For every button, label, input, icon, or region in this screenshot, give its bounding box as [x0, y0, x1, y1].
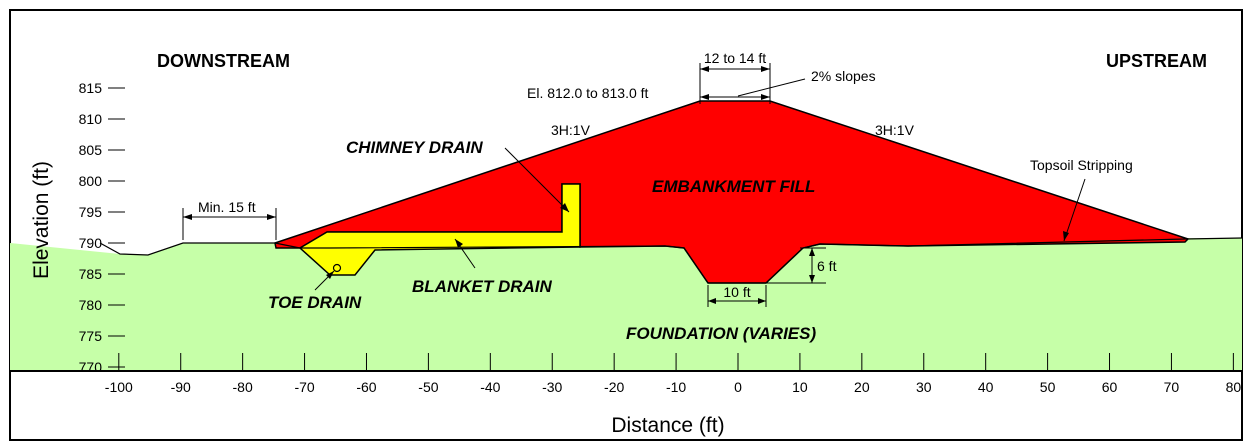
- x-tick-label: 40: [978, 379, 994, 395]
- downstream-label: DOWNSTREAM: [157, 51, 290, 71]
- min-bench-label: Min. 15 ft: [198, 199, 256, 215]
- x-tick-label: 20: [854, 379, 870, 395]
- upstream-slope-label: 3H:1V: [875, 122, 915, 138]
- x-tick-label: -40: [480, 379, 500, 395]
- y-tick-label: 815: [79, 80, 103, 96]
- figure-frame: [9, 9, 1243, 441]
- ground-line: [99, 237, 1243, 284]
- chimney-drain-leader: [504, 147, 570, 213]
- toe-drain-label: TOE DRAIN: [268, 293, 362, 312]
- x-tick-label: 70: [1164, 379, 1180, 395]
- y-tick-label: 775: [79, 328, 103, 344]
- crest-slope-leader: [737, 78, 806, 97]
- x-tick-label: -30: [542, 379, 562, 395]
- cutoff-depth-label: 6 ft: [817, 258, 837, 274]
- x-tick-label: 30: [916, 379, 932, 395]
- y-tick-label: 805: [79, 142, 103, 158]
- x-tick-label: 60: [1102, 379, 1118, 395]
- x-tick-label: -80: [233, 379, 253, 395]
- x-tick-label: -70: [294, 379, 314, 395]
- topsoil-leader: [1063, 178, 1086, 242]
- x-axis-ticks: -100 -90 -80 -70 -60 -50 -40 -30 -20 -10 0 10 20 30 40…: [105, 353, 1242, 395]
- y-tick-label: 790: [79, 235, 103, 251]
- cutoff-width-label: 10 ft: [723, 284, 750, 300]
- y-tick-label: 780: [79, 297, 103, 313]
- x-tick-label: -10: [666, 379, 686, 395]
- y-tick-label: 800: [79, 173, 103, 189]
- x-tick-label: -50: [418, 379, 438, 395]
- y-tick-label: 785: [79, 266, 103, 282]
- x-tick-label: -20: [604, 379, 624, 395]
- toe-drain-pipe-icon: [332, 263, 342, 273]
- blanket-chimney-drain: [298, 183, 581, 276]
- crest-width-label: 12 to 14 ft: [704, 50, 766, 66]
- x-tick-label: 0: [734, 379, 742, 395]
- embankment-fill-label: EMBANKMENT FILL: [652, 177, 815, 196]
- y-axis-ticks: 815 810 805 800 795 790 785 780 775 770: [79, 80, 125, 375]
- chimney-drain-label: CHIMNEY DRAIN: [346, 138, 483, 157]
- x-tick-label: 10: [792, 379, 808, 395]
- crest-elevation-label: El. 812.0 to 813.0 ft: [527, 85, 649, 101]
- y-axis-label: Elevation (ft): [30, 161, 53, 279]
- x-axis-label: Distance (ft): [611, 414, 724, 437]
- foundation-label: FOUNDATION (VARIES): [626, 324, 816, 343]
- crest-slope-label: 2% slopes: [811, 68, 876, 84]
- foundation-zone: [10, 238, 1242, 371]
- y-tick-label: 795: [79, 204, 103, 220]
- x-tick-label: -60: [356, 379, 376, 395]
- x-tick-label: -90: [171, 379, 191, 395]
- downstream-slope-label: 3H:1V: [551, 122, 591, 138]
- x-tick-label: 80: [1226, 379, 1242, 395]
- y-tick-label: 770: [79, 359, 103, 375]
- y-tick-label: 810: [79, 111, 103, 127]
- x-tick-label: 50: [1040, 379, 1056, 395]
- blanket-drain-label: BLANKET DRAIN: [412, 277, 552, 296]
- upstream-label: UPSTREAM: [1106, 51, 1207, 71]
- topsoil-label: Topsoil Stripping: [1030, 157, 1133, 173]
- x-tick-label: -100: [105, 379, 133, 395]
